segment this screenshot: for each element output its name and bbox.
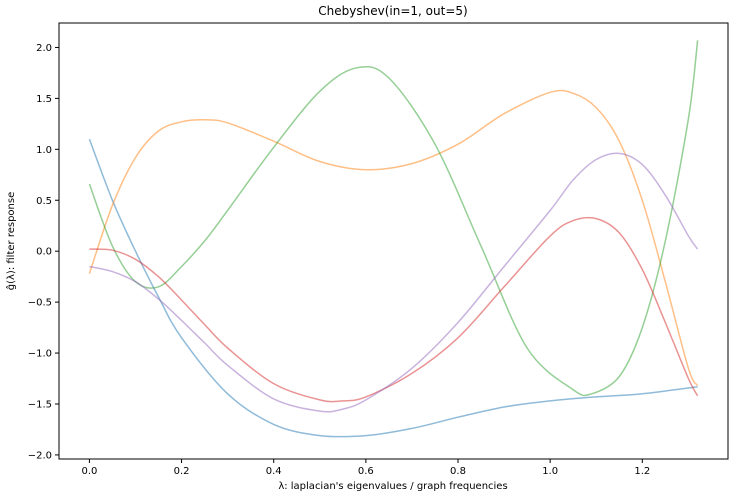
- y-tick-label: 1.0: [36, 145, 52, 156]
- y-axis-title: ĝ(λ): filter response: [5, 192, 17, 290]
- y-tick-label: 1.5: [36, 94, 52, 105]
- series-line-2: [88, 89, 699, 387]
- series-line-4: [89, 216, 699, 403]
- y-tick-label: −1.5: [28, 399, 52, 410]
- x-axis: 0.0 0.2 0.4 0.6 0.8 1.0 1.2: [81, 459, 650, 477]
- plot-lines: [88, 40, 699, 438]
- series-line-3: [88, 40, 699, 397]
- chart-title: Chebyshev(in=1, out=5): [318, 4, 467, 18]
- x-tick-label: 0.4: [266, 466, 282, 477]
- x-tick-label: 0.6: [358, 466, 374, 477]
- y-tick-label: 2.0: [36, 43, 52, 54]
- series-line-1: [88, 138, 698, 438]
- x-tick-label: 1.0: [542, 466, 558, 477]
- y-tick-label: −0.5: [28, 298, 52, 309]
- y-axis: −2.0 −1.5 −1.0 −0.5 0.0 0.5 1.0 1.5 2.0: [28, 43, 59, 461]
- y-tick-label: 0.5: [36, 196, 52, 207]
- y-tick-label: 0.0: [36, 247, 52, 258]
- x-tick-label: 0.8: [450, 466, 466, 477]
- y-tick-label: −2.0: [28, 450, 52, 461]
- x-axis-title: λ: laplacian's eigenvalues / graph frequ…: [278, 481, 507, 492]
- plot-frame: [58, 22, 729, 460]
- y-tick-label: −1.0: [28, 349, 52, 360]
- x-tick-label: 0.2: [174, 466, 190, 477]
- x-tick-label: 1.2: [634, 466, 650, 477]
- series-line-5: [89, 152, 699, 413]
- x-tick-label: 0.0: [81, 466, 97, 477]
